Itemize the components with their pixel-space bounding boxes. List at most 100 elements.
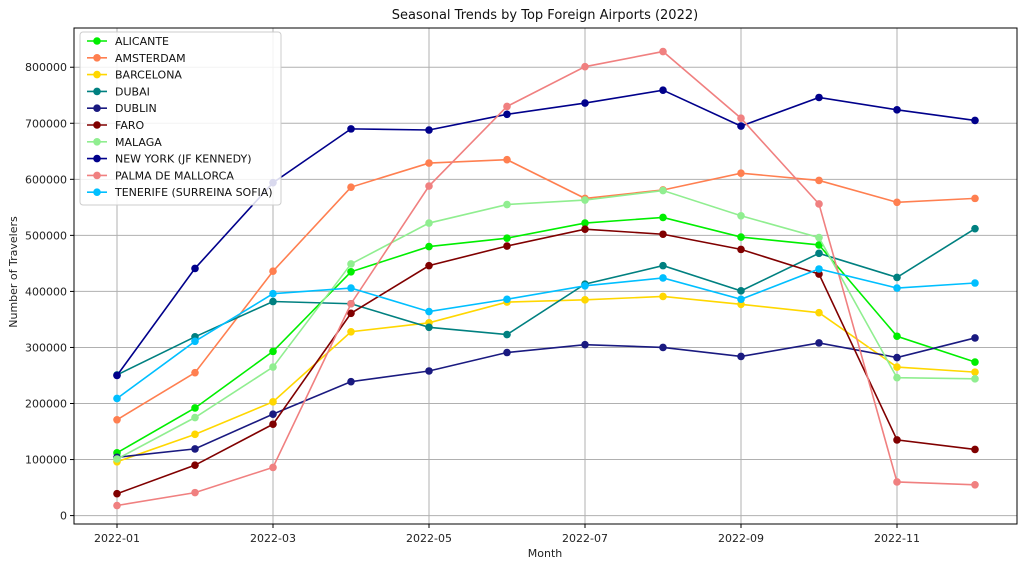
data-point — [269, 347, 277, 356]
legend-label: TENERIFE (SURREINA SOFIA) — [114, 186, 273, 199]
data-point — [893, 436, 901, 444]
data-point — [971, 375, 979, 383]
data-point — [581, 225, 589, 234]
data-point — [893, 284, 901, 292]
data-point — [347, 327, 355, 336]
legend-marker — [93, 188, 101, 196]
data-point — [815, 93, 823, 102]
data-point — [815, 200, 823, 208]
data-point — [347, 125, 355, 133]
y-axis-ticks: 0 100000 200000 300000 400000 500000 600000 700… — [25, 61, 74, 523]
chart-title: Seasonal Trends by Top Foreign Airports … — [392, 8, 698, 23]
legend-label: FARO — [115, 119, 144, 132]
data-point — [269, 463, 277, 472]
data-point — [425, 182, 433, 190]
data-point — [191, 461, 199, 469]
legend: ALICANTE AMSTERDAM BARCELONA DUBAI DUBLIN FAR… — [79, 31, 282, 206]
y-tick-label: 700000 — [25, 117, 67, 130]
data-point — [737, 287, 745, 295]
data-point — [659, 261, 667, 270]
legend-label: DUBAI — [115, 85, 150, 98]
data-point — [113, 455, 121, 463]
data-point — [347, 183, 355, 191]
legend-entry: TENERIFE (SURREINA SOFIA) — [87, 186, 273, 199]
legend-label: MALAGA — [115, 136, 162, 149]
x-tick-label: 2022-09 — [718, 532, 764, 545]
data-point — [971, 194, 979, 203]
x-axis-ticks: 2022-01 2022-03 2022-05 2022-07 2022-09 2022-… — [94, 524, 920, 545]
data-point — [971, 334, 979, 342]
data-point — [347, 267, 355, 276]
legend-box — [79, 31, 282, 206]
data-point — [581, 282, 589, 290]
legend-entry: DUBLIN — [87, 102, 157, 115]
data-point — [737, 295, 745, 304]
series-dublin — [113, 334, 979, 462]
data-point — [737, 233, 745, 241]
data-point — [425, 323, 433, 332]
data-point — [815, 241, 823, 249]
data-point — [971, 358, 979, 366]
data-point — [503, 242, 511, 250]
x-tick-label: 2022-11 — [874, 532, 920, 545]
data-point — [737, 211, 745, 220]
series-line — [116, 216, 976, 454]
data-point — [425, 159, 433, 167]
series-barcelona — [113, 292, 979, 466]
data-point — [347, 260, 355, 268]
data-point — [113, 501, 121, 510]
data-point — [503, 155, 511, 164]
data-point — [893, 198, 901, 207]
data-point — [659, 343, 667, 352]
data-point — [737, 114, 745, 123]
data-point — [581, 196, 589, 204]
legend-marker — [93, 171, 101, 180]
legend-entry: BARCELONA — [87, 69, 182, 82]
data-point — [425, 242, 433, 251]
data-point — [269, 289, 277, 298]
plot-frame — [73, 27, 1018, 525]
data-point — [893, 478, 901, 486]
data-point — [581, 296, 589, 304]
data-point — [425, 307, 433, 316]
data-point — [269, 420, 277, 429]
data-point — [737, 122, 745, 130]
y-tick-label: 0 — [60, 510, 67, 523]
data-point — [503, 330, 511, 339]
y-axis-title: Number of Travelers — [7, 216, 20, 328]
data-point — [191, 337, 199, 346]
legend-marker — [93, 104, 101, 112]
data-point — [503, 348, 511, 357]
data-point — [815, 308, 823, 317]
data-point — [269, 297, 277, 306]
data-point — [659, 292, 667, 301]
data-point — [659, 274, 667, 282]
data-point — [815, 339, 823, 347]
data-point — [503, 295, 511, 304]
data-point — [269, 398, 277, 406]
data-point — [971, 480, 979, 489]
data-point — [191, 413, 199, 422]
data-point — [893, 273, 901, 282]
legend-marker — [93, 54, 101, 62]
series-line — [116, 337, 976, 459]
legend-label: NEW YORK (JF KENNEDY) — [115, 153, 252, 166]
data-point — [815, 176, 823, 185]
x-tick-label: 2022-05 — [406, 532, 452, 545]
data-point — [503, 234, 511, 242]
data-point — [893, 353, 901, 362]
data-point — [425, 261, 433, 270]
data-point — [659, 47, 667, 56]
legend-entry: NEW YORK (JF KENNEDY) — [87, 153, 252, 166]
data-point — [815, 249, 823, 258]
data-point — [113, 489, 121, 498]
data-point — [113, 371, 121, 380]
legend-entry: PALMA DE MALLORCA — [87, 169, 234, 182]
series-line — [116, 268, 976, 400]
data-point — [191, 264, 199, 273]
series-line — [116, 50, 976, 507]
legend-label: BARCELONA — [115, 69, 182, 82]
y-tick-label: 100000 — [25, 454, 67, 467]
series-line — [116, 227, 976, 376]
data-point — [815, 265, 823, 273]
